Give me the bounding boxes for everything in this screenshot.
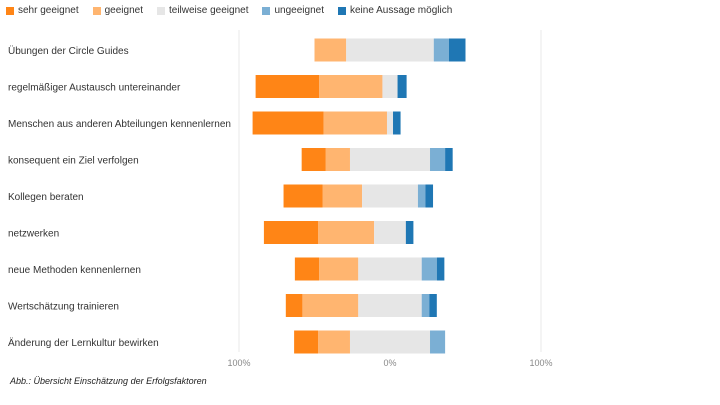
figure-caption: Abb.: Übersicht Einschätzung der Erfolgs… [10,376,207,386]
bar-segment-teilweise-geeignet [349,330,431,354]
bar-segment-geeignet [323,111,387,135]
bar-segment-teilweise-geeignet [349,148,431,171]
bar-segment-sehr-geeignet [283,184,323,208]
bar-segment-geeignet [325,148,350,171]
bar-segment-sehr-geeignet [301,148,326,171]
legend-swatch [262,6,271,15]
bar-segment-geeignet [318,330,350,354]
bar-segment-keine-aussage-moeglich [436,257,445,281]
legend-swatch [6,6,14,15]
bar-segment-teilweise-geeignet [382,75,398,98]
bar-segment-teilweise-geeignet [346,38,434,62]
category-label: konsequent ein Ziel verfolgen [8,156,139,167]
bar-segment-teilweise-geeignet [374,221,406,244]
bar-segment-keine-aussage-moeglich [405,221,414,244]
bar-segment-ungeeignet [421,294,430,317]
bar-segment-geeignet [314,38,347,62]
legend-label: keine Aussage möglich [349,5,453,16]
legend-label: ungeeignet [274,5,324,16]
bar-segment-ungeeignet [417,184,426,208]
legend-swatch [92,6,101,15]
bar-segment-sehr-geeignet [252,111,324,135]
category-label: Übungen der Circle Guides [8,45,129,57]
bar-segment-ungeeignet [433,38,449,62]
bar-segment-sehr-geeignet [285,294,303,317]
legend-label: sehr geeignet [18,5,79,16]
bar-segment-keine-aussage-moeglich [445,148,453,171]
x-tick-label: 0% [383,358,396,368]
bar-segment-geeignet [318,221,375,244]
category-label: Änderung der Lernkultur bewirken [8,337,159,349]
bar-segment-geeignet [319,75,383,98]
x-tick-label: 100% [227,358,250,368]
bar-segment-teilweise-geeignet [386,111,394,135]
bar-segment-geeignet [322,184,363,208]
legend-label: teilweise geeignet [168,5,249,16]
bar-segment-keine-aussage-moeglich [425,184,434,208]
bar-segment-teilweise-geeignet [358,294,422,317]
x-tick-label: 100% [529,358,552,368]
diverging-bar-chart: 100% 0% 100% Übungen der Circle Guides regel… [8,30,553,368]
category-label: Kollegen beraten [8,192,84,203]
bar-segment-geeignet [302,294,359,317]
bar-segment-geeignet [319,257,359,281]
bar-segment-sehr-geeignet [294,330,319,354]
category-label: netzwerken [8,229,59,240]
bar-segment-teilweise-geeignet [358,257,422,281]
legend-item-geeignet: geeignet [92,5,143,16]
bar-segment-ungeeignet [430,330,446,354]
category-label: Menschen aus anderen Abteilungen kennenl… [8,119,231,130]
bar-segment-teilweise-geeignet [362,184,418,208]
bar-segment-sehr-geeignet [255,75,320,98]
legend-item-sehr-geeignet: sehr geeignet [6,5,79,16]
bar-segment-sehr-geeignet [294,257,320,281]
bar-segment-ungeeignet [430,148,446,171]
bar-segment-keine-aussage-moeglich [397,75,407,98]
category-label: neue Methoden kennenlernen [8,265,141,276]
category-label: regelmäßiger Austausch untereinander [8,83,181,94]
legend-item-teilweise-geeignet: teilweise geeignet [156,5,249,16]
legend-item-keine-aussage-moeglich: keine Aussage möglich [337,5,453,16]
bar-segment-keine-aussage-moeglich [448,38,466,62]
bar-segment-sehr-geeignet [263,221,319,244]
legend-label: geeignet [104,5,143,16]
bar-segment-ungeeignet [421,257,437,281]
bar-segment-keine-aussage-moeglich [429,294,437,317]
bar-segment-keine-aussage-moeglich [393,111,401,135]
legend-swatch [337,6,346,15]
chart-legend: sehr geeignet geeignet teilweise geeignet u… [6,5,452,16]
category-label: Wertschätzung trainieren [8,302,119,313]
legend-swatch [156,6,165,15]
legend-item-ungeeignet: ungeeignet [262,5,324,16]
